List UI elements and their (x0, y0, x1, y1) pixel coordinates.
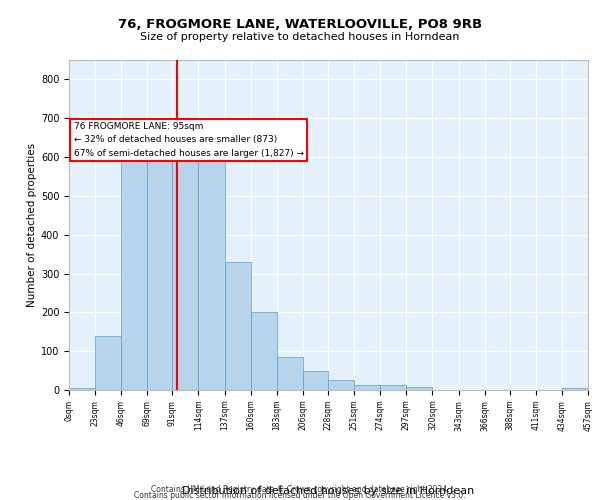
Bar (328, 380, 354, 390)
Bar (406, 387, 433, 390)
Text: 76 FROGMORE LANE: 95sqm
← 32% of detached houses are smaller (873)
67% of semi-d: 76 FROGMORE LANE: 95sqm ← 32% of detache… (74, 122, 304, 158)
Bar (69, 388, 95, 390)
Bar (354, 386, 380, 390)
Text: Size of property relative to detached houses in Horndean: Size of property relative to detached ho… (140, 32, 460, 42)
Bar (148, 146, 172, 390)
Bar (562, 388, 588, 390)
Bar (224, 262, 251, 390)
Bar (172, 146, 199, 390)
X-axis label: Distribution of detached houses by size in Horndean: Distribution of detached houses by size … (182, 486, 475, 496)
Y-axis label: Number of detached properties: Number of detached properties (26, 143, 37, 307)
Bar (121, 144, 148, 390)
Bar (251, 312, 277, 390)
Bar (199, 153, 224, 390)
Bar (303, 372, 328, 390)
Text: Contains public sector information licensed under the Open Government Licence v3: Contains public sector information licen… (134, 491, 466, 500)
Bar (277, 357, 303, 390)
Bar (95, 336, 121, 390)
Bar (380, 386, 406, 390)
Text: Contains HM Land Registry data © Crown copyright and database right 2024.: Contains HM Land Registry data © Crown c… (151, 484, 449, 494)
Text: 76, FROGMORE LANE, WATERLOOVILLE, PO8 9RB: 76, FROGMORE LANE, WATERLOOVILLE, PO8 9R… (118, 18, 482, 30)
